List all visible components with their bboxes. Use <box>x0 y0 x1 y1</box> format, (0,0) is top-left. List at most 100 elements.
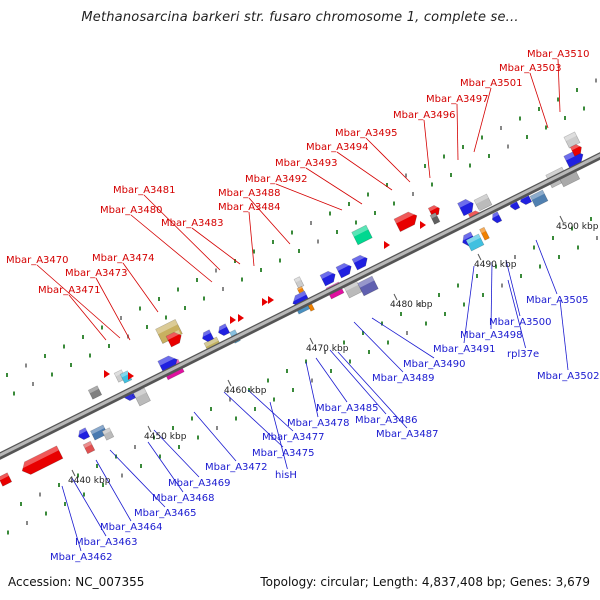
track-dot <box>462 145 464 149</box>
track-dot <box>438 293 440 297</box>
track-dot <box>292 388 294 392</box>
track-dot <box>557 97 559 102</box>
gene-shine <box>290 291 307 302</box>
bottom-gene-label: Mbar_A3475 <box>252 448 315 459</box>
track-dot <box>386 183 388 187</box>
track-dot <box>291 230 293 235</box>
leader-line <box>147 441 184 493</box>
track-dot <box>412 192 414 196</box>
track-dot <box>349 359 351 364</box>
track-dot <box>425 321 427 326</box>
track-dot <box>298 249 300 253</box>
strand-arrow <box>420 221 426 229</box>
track-dot <box>272 240 274 244</box>
leader-line <box>143 194 221 271</box>
gene-shape <box>357 275 379 297</box>
track-dot <box>77 473 79 478</box>
top-gene-label: Mbar_A3480 <box>100 205 163 216</box>
position-ticks: 4440 kbp 4450 kbp 4460 kbp 4470 kbp 4480 kbp… <box>68 215 599 486</box>
top-gene-label: Mbar_A3503 <box>499 63 562 74</box>
bottom-gene-label: Mbar_A3505 <box>526 295 589 306</box>
strand-arrow <box>238 314 244 322</box>
track-dot <box>58 483 60 487</box>
leader-line <box>95 277 131 341</box>
track-dot <box>260 268 262 272</box>
tick-mark <box>227 379 232 387</box>
gene-shine <box>351 225 369 237</box>
leader-line <box>337 351 408 429</box>
bottom-gene-label: Mbar_A3502 <box>537 371 600 382</box>
gene-shape <box>0 472 13 487</box>
gene-feature <box>82 440 96 455</box>
track-dot <box>184 306 186 310</box>
leader-line <box>559 299 569 371</box>
bottom-gene-label: Mbar_A3472 <box>205 462 268 473</box>
track-dot <box>134 445 136 449</box>
gene-feature <box>19 445 64 475</box>
gene-shine <box>0 472 9 481</box>
gene-shape <box>218 323 231 336</box>
gene-shine <box>394 209 416 224</box>
gene-shine <box>320 269 335 280</box>
track-dot <box>324 350 326 354</box>
top-gene-label: Mbar_A3493 <box>275 158 338 169</box>
track-dot <box>254 407 256 411</box>
track-dot <box>153 435 155 440</box>
gene-shape <box>296 285 305 294</box>
gene-shine <box>336 261 351 272</box>
gene-shine <box>157 353 177 366</box>
gene-shape <box>465 233 485 252</box>
gene-shape <box>21 445 64 475</box>
leader-line <box>248 197 291 245</box>
gene-shape <box>202 329 215 342</box>
track-dot <box>595 78 597 83</box>
track-dot <box>229 397 231 402</box>
bottom-gene-label: Mbar_A3491 <box>433 344 496 355</box>
track-dot <box>89 353 91 358</box>
track-dot <box>235 416 237 421</box>
track-dot <box>286 369 288 373</box>
bottom-gene-label: Mbar_A3486 <box>355 415 418 426</box>
track-dot <box>82 335 84 339</box>
track-dot <box>279 258 281 263</box>
track-dot <box>25 363 27 368</box>
track-dot <box>310 221 312 225</box>
genome-stats-text: Topology: circular; Length: 4,837,408 bp… <box>260 575 590 589</box>
gene-shine <box>457 197 473 208</box>
gene-shine <box>204 337 219 348</box>
track-dot <box>159 454 161 459</box>
top-gene-label: Mbar_A3483 <box>161 218 224 229</box>
leader-line <box>365 137 411 183</box>
tick-mark <box>477 253 482 261</box>
tick-mark <box>309 337 314 345</box>
top-gene-label: Mbar_A3471 <box>38 285 101 296</box>
gene-feature <box>293 276 305 289</box>
track-dot <box>216 426 218 430</box>
leader-line <box>191 227 241 265</box>
track-dot <box>6 373 8 377</box>
gene-shine <box>530 190 545 201</box>
gene-feature <box>76 427 91 440</box>
track-dot <box>348 202 350 206</box>
top-gene-label: Mbar_A3481 <box>113 185 176 196</box>
gene-shine <box>468 208 481 218</box>
track-dot <box>558 255 560 259</box>
track-dot <box>305 359 307 364</box>
track-dot <box>158 297 160 301</box>
leader-line <box>193 411 237 462</box>
leader-line <box>305 361 319 418</box>
track-dot <box>501 283 503 288</box>
leader-line <box>535 239 558 295</box>
track-dot <box>197 435 199 440</box>
gene-shine <box>114 369 123 377</box>
tick-label: 4480 kbp <box>390 300 433 310</box>
track-dot <box>355 220 357 225</box>
leader-line <box>269 401 288 470</box>
track-dot <box>564 116 566 120</box>
track-dot <box>140 464 142 468</box>
gene-shine <box>297 286 303 291</box>
track-dot <box>457 283 459 288</box>
track-dot <box>203 296 205 301</box>
bottom-gene-label: Mbar_A3464 <box>100 522 163 533</box>
bottom-gene-label: Mbar_A3489 <box>372 373 435 384</box>
